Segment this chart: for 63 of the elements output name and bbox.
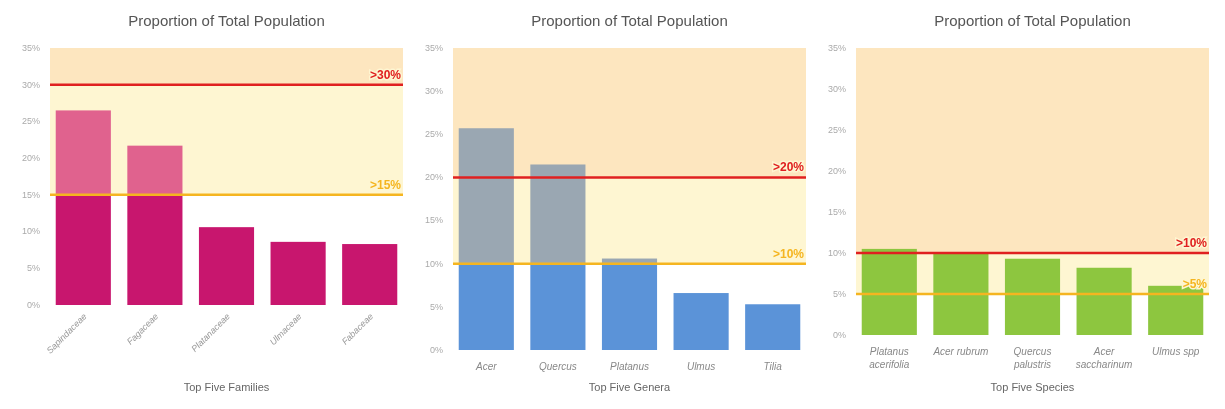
bar <box>127 194 183 305</box>
bar <box>933 253 989 335</box>
y-tick-label: 0% <box>832 329 846 340</box>
x-tick-label: Acer rubrum <box>932 346 989 357</box>
y-tick-label: 15% <box>827 206 846 217</box>
y-tick-label: 5% <box>429 301 443 312</box>
bar <box>458 128 514 264</box>
x-tick-label: Acer saccharinum <box>1075 346 1133 370</box>
chart-title: Proportion of Total Population <box>531 12 728 29</box>
bar <box>198 227 255 305</box>
y-tick-label: 0% <box>429 344 443 355</box>
y-tick-label: 30% <box>827 83 846 94</box>
bar <box>530 164 586 264</box>
x-tick-label: Platanus <box>610 361 649 372</box>
ref-line-label: >10% <box>1175 236 1208 250</box>
x-tick-label: Quercus <box>539 361 577 372</box>
y-tick-label: 10% <box>21 226 40 237</box>
ref-line-label: >30% <box>369 67 402 82</box>
x-tick-label: Platanus acerifolia <box>869 346 910 370</box>
bar <box>127 145 183 195</box>
y-tick-label: 35% <box>21 42 40 53</box>
bar <box>458 263 514 350</box>
bar <box>1004 258 1061 335</box>
x-axis-title: Top Five Genera <box>588 381 672 393</box>
bar <box>530 263 586 350</box>
x-axis-title: Top Five Families <box>183 381 270 393</box>
y-tick-label: 15% <box>21 189 40 200</box>
bar <box>673 293 729 350</box>
chart-title: Proportion of Total Population <box>934 12 1131 29</box>
bar <box>601 263 658 350</box>
y-tick-label: 0% <box>26 299 40 310</box>
x-tick-label: Ulmus <box>686 361 716 372</box>
y-tick-label: 5% <box>832 288 846 299</box>
bar <box>270 241 326 305</box>
y-tick-label: 25% <box>21 116 40 127</box>
y-tick-label: 35% <box>424 42 443 53</box>
y-tick-label: 10% <box>424 258 443 269</box>
bar <box>342 244 398 305</box>
y-tick-label: 25% <box>827 124 846 135</box>
ref-line-label: >10% <box>772 246 805 261</box>
ref-line-label: >15% <box>369 177 402 192</box>
bar <box>55 194 111 305</box>
chart-title: Proportion of Total Population <box>128 12 325 29</box>
y-tick-label: 15% <box>424 215 443 226</box>
x-tick-label: Quercus palustris <box>1012 346 1052 370</box>
y-tick-label: 20% <box>21 153 40 164</box>
y-tick-label: 30% <box>424 86 443 97</box>
x-axis-title: Top Five Species <box>990 381 1075 393</box>
bar <box>745 304 801 350</box>
y-tick-label: 5% <box>26 263 40 274</box>
y-tick-label: 30% <box>21 79 40 90</box>
ref-line-label: >20% <box>772 160 805 175</box>
bar <box>55 110 111 195</box>
bar <box>861 248 917 335</box>
bar <box>1076 267 1132 335</box>
y-tick-label: 25% <box>424 129 443 140</box>
x-tick-label: Tilia <box>763 361 783 372</box>
x-tick-label: Acer <box>475 361 498 372</box>
y-tick-label: 20% <box>424 172 443 183</box>
x-tick-label: Ulmus spp <box>1152 346 1200 357</box>
y-tick-label: 10% <box>827 247 846 258</box>
y-tick-label: 35% <box>827 42 846 53</box>
y-tick-label: 20% <box>827 165 846 176</box>
